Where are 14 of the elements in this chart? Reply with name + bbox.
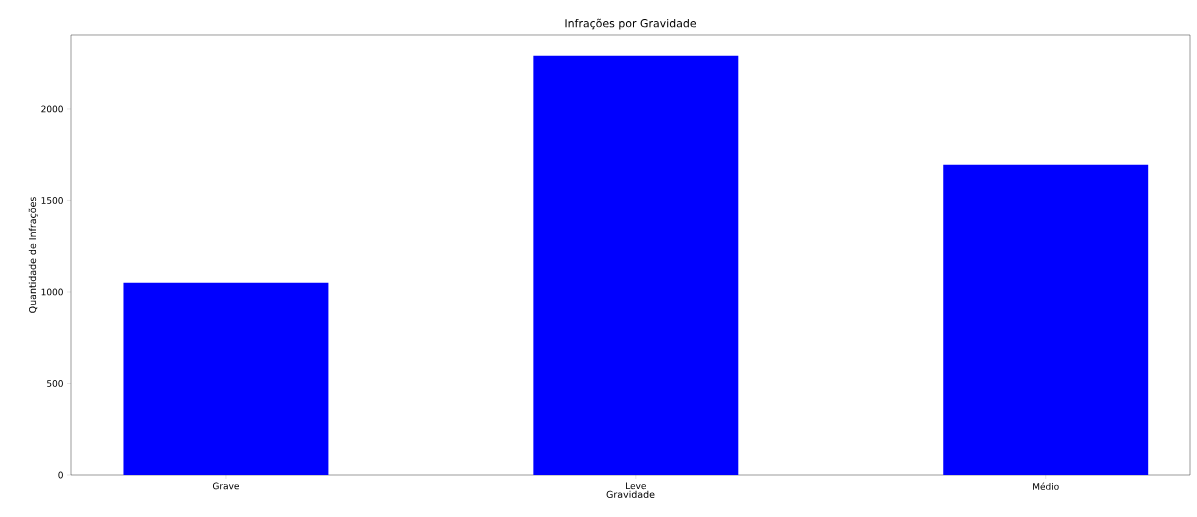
x-tick-label: Leve [626, 482, 646, 490]
y-tick-label: 500 [47, 380, 63, 387]
bar [943, 164, 1149, 475]
y-tick-label: 1000 [41, 288, 63, 296]
x-tick-label: Grave [212, 482, 239, 490]
bar [533, 55, 739, 475]
y-tick-label: 1500 [41, 197, 63, 204]
y-tick-label: 0 [58, 471, 63, 479]
y-axis-title: Quantidade de Infrações [28, 197, 38, 313]
x-tick-label: Médio [1033, 482, 1059, 490]
bar [123, 282, 329, 475]
chart-title: Infrações por Gravidade [565, 18, 697, 30]
x-axis-title: Gravidade [606, 490, 655, 498]
y-tick-label: 2000 [41, 105, 63, 113]
